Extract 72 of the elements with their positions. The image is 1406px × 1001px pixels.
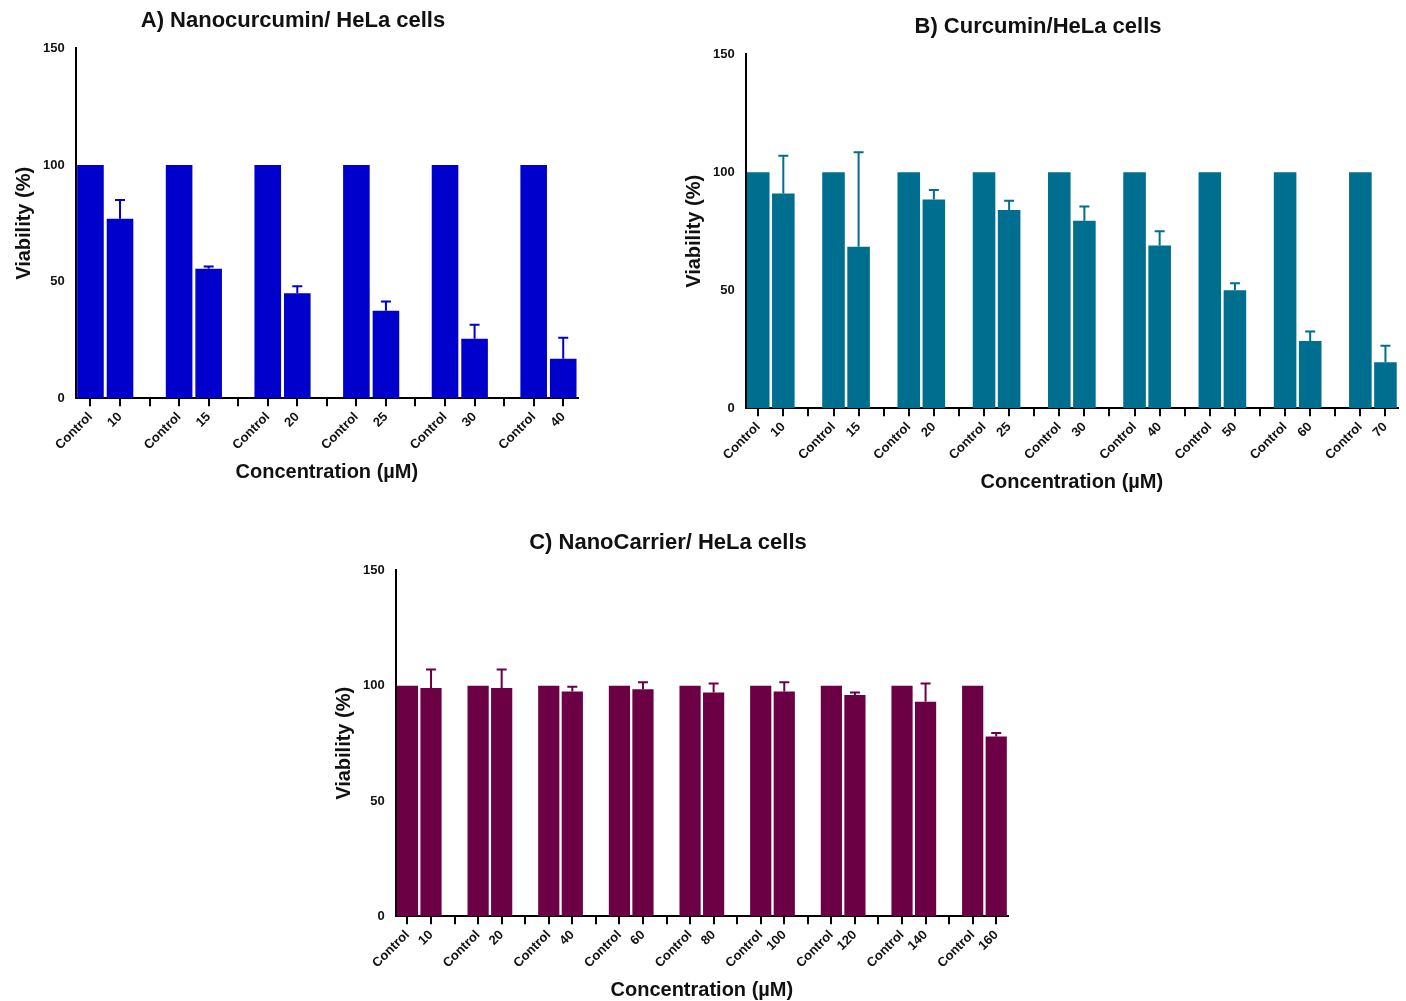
x-tick-label: 160 — [974, 926, 1001, 953]
bar — [972, 172, 996, 409]
y-axis-title: Viability (%) — [11, 166, 34, 280]
bar — [431, 165, 459, 399]
x-tick-label: 10 — [767, 418, 788, 440]
x-tick-label: 60 — [626, 926, 648, 948]
bar — [891, 685, 913, 917]
bar — [254, 165, 282, 399]
bar — [608, 685, 631, 917]
x-tick-label: 15 — [842, 418, 864, 440]
x-tick-label: 15 — [192, 408, 214, 430]
x-tick-label: 10 — [103, 408, 125, 430]
bar — [538, 685, 560, 917]
y-axis-title: Viability (%) — [331, 686, 354, 800]
bar — [165, 165, 193, 399]
x-tick-label: 40 — [547, 408, 568, 430]
y-tick-label: 50 — [720, 281, 735, 297]
bar — [679, 685, 701, 917]
bar — [844, 694, 866, 917]
bar — [1349, 172, 1372, 409]
x-tick-label: 40 — [1143, 418, 1165, 440]
chart-title: A) Nanocurcumin/ HeLa cells — [140, 7, 446, 33]
y-tick-label: 50 — [50, 273, 65, 289]
x-tick-label: 20 — [917, 418, 939, 440]
y-tick-label: 100 — [712, 163, 735, 179]
bar — [897, 172, 921, 409]
x-tick-label: 100 — [762, 926, 789, 953]
bar — [1273, 172, 1297, 409]
x-tick-label: 20 — [281, 408, 302, 430]
bar — [746, 172, 770, 409]
y-tick-label: 150 — [362, 561, 385, 577]
bar — [1048, 172, 1071, 409]
bar — [985, 736, 1007, 917]
x-axis-title: Concentration (µM) — [235, 459, 419, 482]
bar — [77, 165, 104, 399]
x-tick-label: 30 — [1068, 418, 1090, 440]
x-tick-label: 25 — [992, 418, 1014, 440]
x-tick-label: 20 — [485, 926, 507, 948]
bar — [520, 165, 547, 399]
chart-title: C) NanoCarrier/ HeLa cells — [529, 529, 807, 555]
x-tick-label: 30 — [458, 408, 480, 430]
bar — [467, 685, 489, 917]
bar — [195, 268, 222, 399]
bar — [962, 685, 984, 917]
x-tick-label: 25 — [369, 408, 391, 430]
bar — [1123, 172, 1146, 409]
x-axis-title: Concentration (µM) — [610, 977, 794, 1000]
y-tick-label: 100 — [362, 677, 385, 693]
x-tick-label: 10 — [414, 926, 436, 948]
bar — [343, 165, 370, 399]
x-tick-label: 140 — [904, 926, 931, 953]
y-tick-label: 150 — [712, 45, 735, 61]
bar — [1198, 172, 1222, 409]
y-tick-label: 0 — [727, 399, 735, 415]
x-axis-title: Concentration (µM) — [980, 469, 1164, 492]
y-tick-label: 50 — [370, 792, 385, 808]
y-axis-title: Viability (%) — [681, 174, 704, 288]
x-tick-label: 70 — [1369, 418, 1391, 440]
y-tick-label: 100 — [42, 156, 65, 172]
x-tick-label: 40 — [556, 926, 577, 948]
bar — [820, 685, 842, 917]
y-tick-label: 0 — [57, 389, 65, 405]
bar — [750, 685, 772, 917]
x-tick-label: 60 — [1294, 418, 1315, 440]
x-tick-label: 120 — [833, 926, 860, 953]
bar — [396, 685, 419, 917]
chart-title: B) Curcumin/HeLa cells — [914, 13, 1162, 39]
x-tick-label: 50 — [1218, 418, 1240, 440]
bar — [822, 172, 845, 409]
y-tick-label: 0 — [377, 907, 385, 923]
x-tick-label: 80 — [697, 926, 719, 948]
y-tick-label: 150 — [42, 39, 65, 55]
